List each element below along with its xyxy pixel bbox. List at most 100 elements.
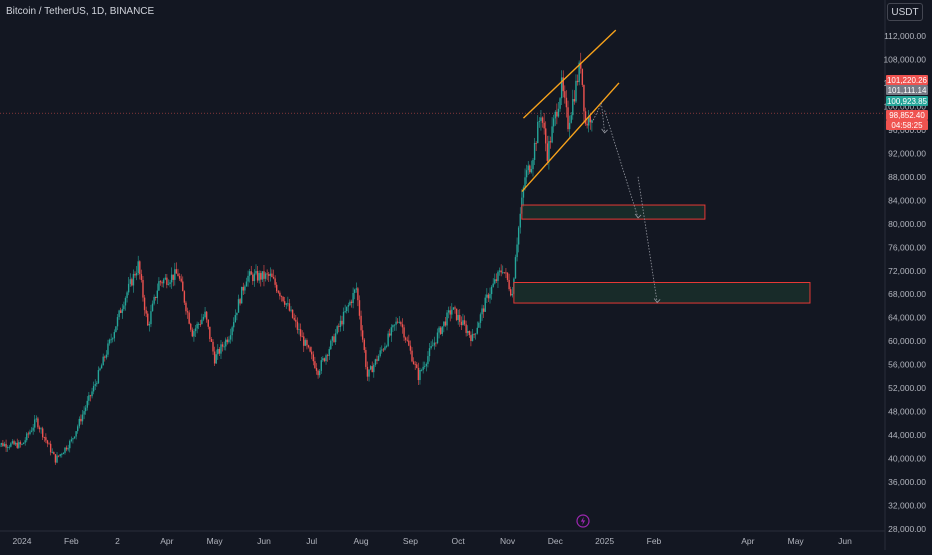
candle-body — [85, 408, 86, 411]
candle-body — [201, 320, 202, 324]
candle-body — [311, 352, 312, 355]
symbol-title[interactable]: Bitcoin / TetherUS, 1D, BINANCE — [6, 6, 154, 17]
candle-body — [376, 359, 377, 361]
x-tick-label: Apr — [741, 536, 754, 546]
candle-body — [379, 350, 380, 356]
candle-body — [427, 356, 428, 364]
candle-body — [32, 428, 33, 431]
candle-body — [338, 326, 339, 327]
candle-body — [512, 294, 513, 295]
candle-body — [332, 336, 333, 340]
candle-body — [134, 274, 135, 275]
candle-body — [184, 291, 185, 302]
candle-body — [462, 320, 463, 325]
candle-body — [212, 342, 213, 352]
candle-body — [185, 303, 186, 312]
candle-body — [17, 443, 18, 448]
y-tick-label: 36,000.00 — [888, 477, 926, 487]
candle-body — [411, 351, 412, 362]
candle-body — [246, 282, 247, 287]
candle-body — [309, 347, 310, 351]
candle-body — [370, 366, 371, 369]
price-label: 101,111.14 — [888, 86, 927, 95]
candle-body — [516, 245, 517, 258]
candle-body — [165, 278, 166, 280]
candle-body — [282, 297, 283, 301]
candle-body — [5, 444, 6, 448]
candle-body — [228, 340, 229, 343]
candle-body — [454, 307, 455, 308]
candle-body — [405, 338, 406, 340]
candle-body — [367, 367, 368, 377]
candle-body — [558, 109, 559, 117]
candle-body — [569, 123, 570, 129]
candle-body — [168, 284, 169, 285]
candle-body — [529, 166, 530, 173]
candle-body — [472, 334, 473, 341]
candle-body — [82, 415, 83, 422]
candle-body — [289, 303, 290, 310]
candle-body — [161, 282, 162, 283]
candle-body — [537, 122, 538, 143]
candle-body — [515, 257, 516, 278]
candle-body — [446, 313, 447, 326]
candle-body — [208, 320, 209, 327]
candle-body — [356, 288, 357, 289]
candle-body — [42, 428, 43, 437]
y-tick-label: 76,000.00 — [888, 242, 926, 252]
candle-body — [204, 312, 205, 317]
candle-body — [384, 347, 385, 350]
candle-body — [480, 314, 481, 323]
candle-body — [422, 367, 423, 370]
candle-body — [284, 301, 285, 305]
candle-body — [225, 340, 226, 347]
candle-body — [488, 295, 489, 299]
candle-body — [556, 112, 557, 117]
candle-body — [373, 365, 374, 372]
candle-body — [107, 343, 108, 354]
x-tick-label: Nov — [500, 536, 516, 546]
candle-body — [77, 426, 78, 431]
candle-body — [44, 437, 45, 438]
candle-body — [39, 427, 40, 429]
candle-body — [23, 443, 24, 444]
candle-body — [292, 310, 293, 318]
candle-body — [258, 273, 259, 280]
candle-body — [160, 281, 161, 282]
candle-body — [575, 81, 576, 102]
y-tick-label: 84,000.00 — [888, 195, 926, 205]
candle-body — [344, 311, 345, 312]
candle-body — [566, 98, 567, 108]
candle-body — [115, 326, 116, 332]
candle-body — [36, 418, 37, 419]
candle-body — [407, 340, 408, 341]
candle-body — [45, 437, 46, 440]
candle-body — [531, 169, 532, 172]
candle-body — [489, 294, 490, 298]
candle-body — [418, 368, 419, 380]
candle-body — [499, 271, 500, 272]
candle-body — [306, 340, 307, 345]
candle-body — [29, 432, 30, 434]
candle-body — [528, 166, 529, 171]
candle-body — [348, 305, 349, 307]
candle-body — [317, 371, 318, 375]
candle-body — [56, 456, 57, 463]
y-tick-label: 92,000.00 — [888, 148, 926, 158]
price-label: 98,852.40 — [889, 111, 925, 120]
candle-body — [79, 419, 80, 426]
candle-body — [392, 325, 393, 327]
candle-body — [150, 311, 151, 324]
currency-button[interactable]: USDT — [887, 3, 923, 21]
candle-body — [152, 304, 153, 312]
candle-body — [139, 261, 140, 274]
candle-body — [298, 329, 299, 330]
candle-body — [297, 322, 298, 330]
candle-body — [325, 355, 326, 361]
candle-body — [341, 321, 342, 325]
candle-body — [179, 276, 180, 279]
candle-body — [413, 361, 414, 364]
candle-body — [555, 112, 556, 119]
